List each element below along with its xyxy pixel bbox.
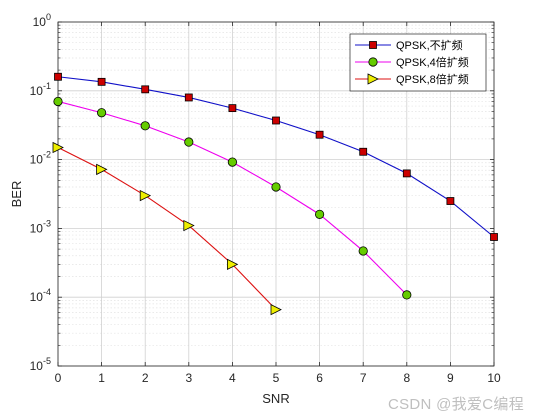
legend-label: QPSK,8倍扩频 xyxy=(396,72,469,86)
series-line xyxy=(57,146,277,310)
legend-label: QPSK,4倍扩频 xyxy=(396,55,469,69)
x-tick-label: 9 xyxy=(447,371,454,385)
y-tick-label: 10-5 xyxy=(30,356,51,373)
data-point xyxy=(271,182,281,192)
data-point xyxy=(402,169,411,178)
y-tick-label: 10-3 xyxy=(30,218,51,235)
x-tick-label: 10 xyxy=(487,371,501,385)
data-point xyxy=(315,130,324,139)
data-point xyxy=(358,246,368,256)
x-tick-label: 4 xyxy=(229,371,236,385)
data-point xyxy=(446,197,455,205)
data-point xyxy=(272,116,280,125)
x-tick-label: 1 xyxy=(98,371,105,385)
data-point xyxy=(226,258,239,271)
y-tick-label: 10-1 xyxy=(30,81,51,98)
data-point xyxy=(184,137,194,147)
data-point xyxy=(97,77,106,86)
data-point xyxy=(228,104,237,113)
x-tick-label: 8 xyxy=(403,371,410,385)
x-tick-label: 6 xyxy=(316,371,323,385)
data-point xyxy=(53,96,63,107)
data-point xyxy=(97,108,107,118)
data-point xyxy=(183,219,195,232)
legend-marker xyxy=(368,57,378,67)
y-axis-label: BER xyxy=(9,181,24,208)
legend-label: QPSK,不扩频 xyxy=(396,38,463,52)
y-tick-label: 100 xyxy=(33,12,51,29)
data-point xyxy=(141,85,150,94)
axes: 0 1 2 3 4 5 6 7 8 9 10 10-5 10-4 10-3 10-2 10-1 100 xyxy=(30,12,501,385)
data-point xyxy=(96,163,108,176)
data-point xyxy=(52,141,64,154)
data-point xyxy=(184,93,193,102)
data-point xyxy=(490,233,498,241)
legend: QPSK,不扩频 QPSK,4倍扩频 QPSK,8倍扩频 xyxy=(349,33,487,92)
legend-marker xyxy=(369,41,377,49)
y-tick-label: 10-4 xyxy=(30,287,51,304)
data-point xyxy=(54,72,62,81)
x-tick-label: 3 xyxy=(185,371,192,385)
data-point xyxy=(314,209,325,219)
data-point xyxy=(359,147,368,156)
x-axis-label: SNR xyxy=(262,391,289,406)
x-tick-label: 7 xyxy=(360,371,367,385)
y-tick-label: 10-2 xyxy=(30,150,51,167)
x-tick-label: 5 xyxy=(273,371,280,385)
data-point xyxy=(402,290,412,300)
series-1 xyxy=(54,72,498,241)
series-2 xyxy=(53,96,412,300)
x-tick-label: 0 xyxy=(55,371,62,385)
series-3 xyxy=(52,141,282,316)
legend-marker xyxy=(367,73,379,85)
series-layer xyxy=(52,72,498,316)
data-point xyxy=(227,157,237,167)
watermark: CSDN @我爱C编程 xyxy=(387,396,524,413)
data-point xyxy=(270,303,282,316)
data-point xyxy=(139,189,152,202)
data-point xyxy=(140,121,150,131)
x-tick-label: 2 xyxy=(142,371,149,385)
